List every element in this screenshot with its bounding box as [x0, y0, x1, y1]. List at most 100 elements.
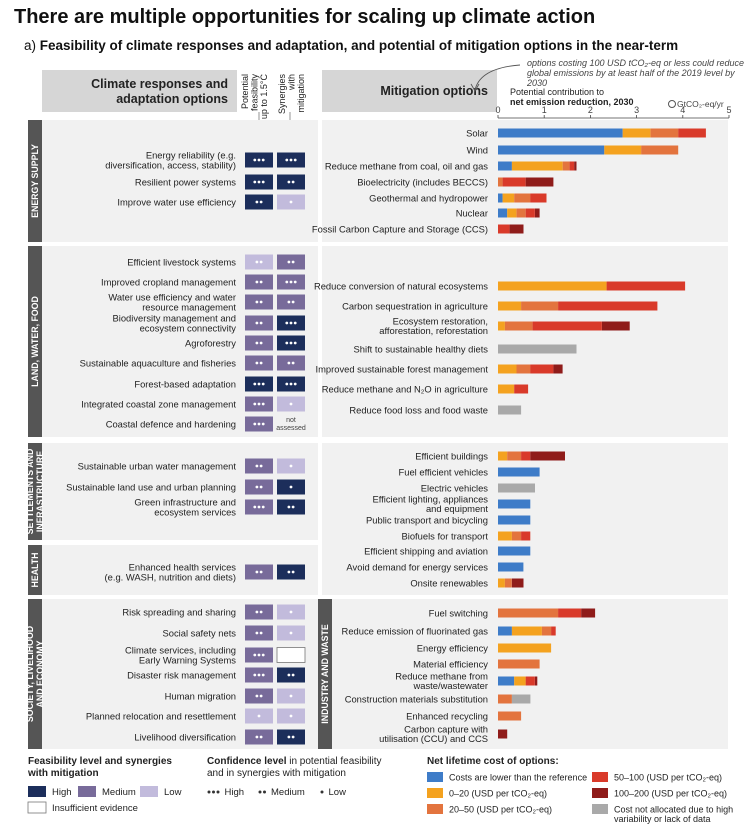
- confidence-dot: [291, 505, 295, 509]
- x-tick-label: 0: [495, 105, 500, 115]
- bar-segment: [498, 193, 503, 203]
- confidence-dot: [255, 200, 259, 204]
- bar-segment: [553, 364, 563, 374]
- adaptation-option-label: Improve water use efficiency: [117, 196, 236, 207]
- mitigation-header-box: [322, 70, 497, 112]
- confidence-dot: [293, 158, 297, 162]
- mitigation-bar: [498, 208, 540, 218]
- note-arrow: [474, 64, 521, 91]
- bar-segment: [498, 281, 607, 291]
- bar-segment: [498, 451, 508, 461]
- adaptation-header: Climate responses and: [91, 77, 228, 91]
- mitigation-bar: [498, 405, 522, 415]
- synergy-cell: [277, 667, 305, 683]
- mitigation-option-label: Reduce conversion of natural ecosystems: [314, 280, 488, 291]
- legend-cost-label: 50–100 (USD per tCO₂-eq): [614, 773, 722, 783]
- mitigation-option-label: Efficient shipping and aviation: [364, 545, 488, 556]
- confidence-dot: [285, 382, 289, 386]
- sector-label: SOCIETY, LIVELIHOOD: [25, 626, 35, 722]
- confidence-dot: [259, 260, 263, 264]
- confidence-dot: [287, 735, 291, 739]
- mitigation-bar: [498, 499, 531, 509]
- x-tick-label: 1: [542, 105, 547, 115]
- sector-label-industry: INDUSTRY AND WASTE: [320, 624, 330, 724]
- confidence-dot: [287, 361, 291, 365]
- bar-segment: [498, 729, 508, 739]
- legend-confidence-dot: [320, 790, 324, 794]
- bar-segment: [581, 608, 596, 618]
- legend-cost-swatch: [427, 788, 443, 798]
- confidence-dot: [255, 464, 259, 468]
- adaptation-option-label: ecosystem connectivity: [140, 322, 237, 333]
- mitigation-option-label: afforestation, reforestation: [379, 325, 488, 336]
- confidence-dot: [285, 158, 289, 162]
- feasibility-cell: [245, 688, 273, 704]
- mitigation-option-label: Efficient buildings: [415, 450, 488, 461]
- confidence-dot: [259, 321, 263, 325]
- bar-segment: [502, 193, 515, 203]
- subtitle: a) Feasibility of climate responses and …: [24, 38, 678, 53]
- mitigation-bar: [498, 483, 535, 493]
- feasibility-cell: [245, 479, 273, 495]
- adaptation-option-label: Biodiversity management and: [112, 312, 236, 323]
- mitigation-panel-industry: [322, 599, 728, 749]
- confidence-dot: [257, 505, 261, 509]
- adaptation-option-label: Forest-based adaptation: [134, 378, 236, 389]
- x-tick-label: 2: [588, 105, 593, 115]
- confidence-dot: [255, 321, 259, 325]
- confidence-dot: [289, 280, 293, 284]
- mitigation-option-label: Biofuels for transport: [402, 530, 489, 541]
- confidence-dot: [287, 505, 291, 509]
- bar-segment: [498, 694, 512, 704]
- mitigation-option-label: Solar: [466, 127, 488, 138]
- feasibility-column-header: Potential: [240, 74, 250, 109]
- adaptation-option-label: Human migration: [165, 690, 236, 701]
- legend-confidence-label: Medium: [271, 787, 305, 798]
- sector-label: SETTLEMENTS AND: [25, 449, 35, 535]
- confidence-dot: [255, 300, 259, 304]
- confidence-dot: [255, 341, 259, 345]
- mitigation-option-label: and equipment: [426, 503, 488, 514]
- confidence-dot: [257, 382, 261, 386]
- legend-feasibility-title: Feasibility level and synergies: [28, 756, 172, 767]
- confidence-dot: [289, 610, 293, 614]
- mitigation-bar: [498, 711, 522, 721]
- sector-label-bar: [28, 599, 42, 749]
- mitigation-option-label: Reduce emission of fluorinated gas: [342, 625, 489, 636]
- bar-segment: [541, 626, 552, 636]
- confidence-dot: [289, 694, 293, 698]
- synergy-cell: [277, 174, 305, 190]
- feasibility-column-header: up to 1.5°C: [259, 74, 269, 120]
- synergy-column-header: with: [287, 74, 297, 91]
- confidence-dot: [261, 158, 265, 162]
- adaptation-option-label: Resilient power systems: [135, 176, 236, 187]
- legend-confidence-title: Confidence level in potential feasibilit…: [207, 756, 382, 767]
- x-tick-label: 4: [680, 105, 685, 115]
- confidence-dot: [259, 570, 263, 574]
- bar-segment: [558, 301, 658, 311]
- legend-swatch-low: [140, 786, 158, 797]
- mitigation-option-label: Shift to sustainable healthy diets: [354, 343, 489, 354]
- feasibility-cell: [245, 355, 273, 371]
- adaptation-option-label: Enhanced health services: [129, 561, 237, 572]
- legend-level-label: High: [52, 787, 72, 798]
- mitigation-bar: [498, 626, 556, 636]
- confidence-dot: [259, 200, 263, 204]
- bar-segment: [562, 161, 570, 171]
- confidence-dot: [253, 505, 257, 509]
- feasibility-cell: [245, 729, 273, 745]
- mitigation-bar: [498, 531, 531, 541]
- adaptation-option-label: Integrated coastal zone management: [81, 398, 236, 409]
- synergy-cell: [276, 647, 306, 663]
- bar-segment: [498, 626, 512, 636]
- bar-segment: [516, 208, 526, 218]
- legend-cost-swatch: [427, 772, 443, 782]
- synergy-cell: [277, 729, 305, 745]
- bar-segment: [498, 344, 577, 354]
- confidence-dot: [259, 485, 263, 489]
- mitigation-bar: [498, 193, 547, 203]
- not-assessed-label: not: [286, 417, 296, 424]
- legend-cost-label: 100–200 (USD per tCO₂-eq): [614, 789, 727, 799]
- bar-segment: [530, 193, 547, 203]
- bar-segment: [507, 208, 517, 218]
